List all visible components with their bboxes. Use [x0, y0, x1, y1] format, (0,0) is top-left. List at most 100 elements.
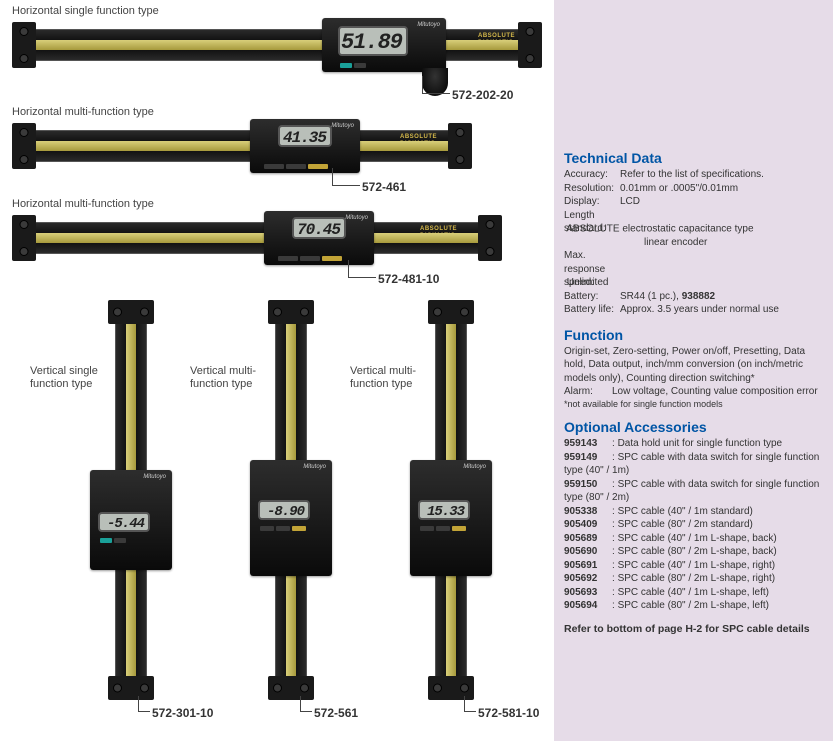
tech-data-key: Resolution:: [564, 182, 620, 196]
tech-data-value: linear encoder: [644, 237, 707, 248]
lcd-display: 41.35: [278, 125, 332, 147]
vertical-scale: -5.44Mitutoyo: [108, 300, 154, 700]
accessory-row: 905338: SPC cable (40" / 1m standard): [564, 505, 825, 519]
device-button: [354, 63, 366, 68]
accessory-partno: 959143: [564, 437, 612, 451]
alarm-key: Alarm:: [564, 385, 612, 399]
tech-data-key: Accuracy:: [564, 168, 620, 182]
mounting-bracket: [448, 123, 472, 169]
button-row: [420, 526, 466, 531]
button-row: [264, 164, 328, 169]
function-body: Origin-set, Zero-setting, Power on/off, …: [564, 345, 825, 386]
brand-label: Mitutoyo: [417, 22, 440, 28]
display-head: 70.45Mitutoyo: [264, 211, 374, 265]
model-number: 572-561: [314, 706, 358, 720]
tech-data-row: Battery life:Approx. 3.5 years under nor…: [564, 303, 825, 317]
model-number: 572-461: [362, 180, 406, 194]
mounting-bracket: [428, 300, 474, 324]
device-button: [340, 63, 352, 68]
accessory-desc: SPC cable (80" / 2m standard): [618, 519, 753, 530]
accessory-row: 959143: Data hold unit for single functi…: [564, 437, 825, 451]
vertical-scale: 15.33Mitutoyo: [428, 300, 474, 700]
mounting-bracket: [518, 22, 542, 68]
device-button: [114, 538, 126, 543]
accessory-partno: 905692: [564, 572, 612, 586]
accessory-row: 959149: SPC cable with data switch for s…: [564, 451, 825, 478]
accessory-partno: 905409: [564, 518, 612, 532]
accessory-partno: 959150: [564, 478, 612, 492]
device-button: [260, 526, 274, 531]
tech-data-value: Approx. 3.5 years under normal use: [620, 304, 779, 315]
lcd-display: 15.33: [418, 500, 470, 520]
device-button: [100, 538, 112, 543]
info-panel: Technical Data Accuracy:Refer to the lis…: [554, 0, 833, 741]
accessory-desc: SPC cable (80" / 2m L-shape, back): [618, 546, 777, 557]
lcd-display: 51.89: [338, 26, 408, 56]
accessory-desc: SPC cable (40" / 1m L-shape, left): [618, 587, 769, 598]
accessory-row: 905409: SPC cable (80" / 2m standard): [564, 518, 825, 532]
brand-label: Mitutoyo: [331, 123, 354, 129]
device-button: [322, 256, 342, 261]
tech-data-row: Length standard: ABSOLUTE electrostatic …: [564, 209, 825, 236]
tech-data-value: 0.01mm or .0005"/0.01mm: [620, 183, 738, 194]
tech-data-value: SR44 (1 pc.), 938882: [620, 291, 715, 302]
leader-line: [422, 76, 450, 94]
product-type-label: Horizontal multi-function type: [12, 198, 154, 211]
brand-label: Mitutoyo: [143, 474, 166, 480]
accessory-partno: 905338: [564, 505, 612, 519]
tech-data-key: Display:: [564, 195, 620, 209]
product-type-label: Horizontal single function type: [12, 5, 159, 18]
device-button: [286, 164, 306, 169]
lcd-display: -8.90: [258, 500, 310, 520]
tech-data-value: LCD: [620, 196, 640, 207]
mounting-bracket: [12, 22, 36, 68]
leader-line: [464, 696, 476, 712]
accessory-row: 905691: SPC cable (40" / 1m L-shape, rig…: [564, 559, 825, 573]
tech-data-row: Max. response speed: Unlimited: [564, 249, 825, 290]
tech-data-value: Unlimited: [564, 277, 608, 288]
absolute-digimatic-label: ABSOLUTEDIGIMATIC: [400, 134, 437, 147]
button-row: [260, 526, 306, 531]
accessory-desc: SPC cable (40" / 1m L-shape, right): [618, 560, 776, 571]
device-button: [292, 526, 306, 531]
product-type-label: Vertical multi-function type: [350, 365, 416, 391]
mounting-bracket: [478, 215, 502, 261]
display-head: 41.35Mitutoyo: [250, 119, 360, 173]
accessory-desc: SPC cable (80" / 2m L-shape, left): [618, 600, 769, 611]
absolute-digimatic-label: ABSOLUTEDIGIMATIC: [478, 33, 515, 46]
accessories-heading: Optional Accessories: [564, 419, 825, 435]
horizontal-scale: ABSOLUTEDIGIMATIC 51.89 Mitutoyo: [12, 22, 542, 68]
device-button: [452, 526, 466, 531]
leader-line: [348, 260, 376, 278]
product-type-label: Horizontal multi-function type: [12, 106, 154, 119]
product-type-label: Vertical multi-function type: [190, 365, 256, 391]
tech-data-row: Resolution:0.01mm or .0005"/0.01mm: [564, 182, 825, 196]
technical-data-heading: Technical Data: [564, 150, 825, 166]
model-number: 572-481-10: [378, 272, 439, 286]
tech-data-key: Battery life:: [564, 303, 620, 317]
accessory-row: 959150: SPC cable with data switch for s…: [564, 478, 825, 505]
mounting-bracket: [268, 300, 314, 324]
accessory-row: 905694: SPC cable (80" / 2m L-shape, lef…: [564, 599, 825, 613]
device-button: [420, 526, 434, 531]
leader-line: [332, 168, 360, 186]
accessory-desc: Data hold unit for single function type: [618, 438, 783, 449]
tech-data-value: Refer to the list of specifications.: [620, 169, 764, 180]
display-head: -5.44 Mitutoyo: [90, 470, 172, 570]
device-button: [278, 256, 298, 261]
device-button: [264, 164, 284, 169]
tech-data-key: Battery:: [564, 290, 620, 304]
accessory-row: 905689: SPC cable (40" / 1m L-shape, bac…: [564, 532, 825, 546]
lcd-display: -5.44: [98, 512, 150, 532]
spc-cable-refer: Refer to bottom of page H-2 for SPC cabl…: [564, 623, 825, 635]
scale-beam: ABSOLUTEDIGIMATIC: [36, 222, 478, 254]
device-button: [436, 526, 450, 531]
device-button: [276, 526, 290, 531]
accessory-partno: 905691: [564, 559, 612, 573]
tech-data-row: Display:LCD: [564, 195, 825, 209]
display-head: 15.33Mitutoyo: [410, 460, 492, 576]
absolute-digimatic-label: ABSOLUTEDIGIMATIC: [420, 226, 457, 239]
model-number: 572-581-10: [478, 706, 539, 720]
accessory-partno: 959149: [564, 451, 612, 465]
accessory-row: 905692: SPC cable (80" / 2m L-shape, rig…: [564, 572, 825, 586]
